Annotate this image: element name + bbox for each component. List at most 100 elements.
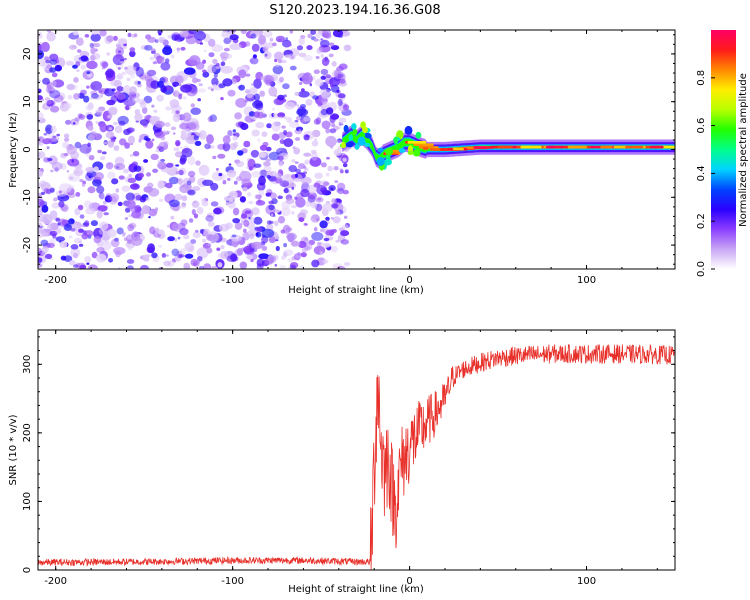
snr-ylabel: SNR (10 * v/v) <box>8 414 19 485</box>
noise-blob <box>128 245 133 251</box>
noise-blob <box>187 170 196 177</box>
noise-blob <box>139 119 149 126</box>
noise-blob <box>291 186 295 190</box>
snr-frame <box>37 329 676 571</box>
noise-blob <box>77 113 83 119</box>
noise-blob <box>265 192 272 197</box>
noise-blob <box>193 262 197 266</box>
snr-ticks: -200 -100 0 100 0 100 200 300 <box>22 330 675 587</box>
noise-blob <box>138 172 145 178</box>
noise-blob <box>283 130 288 136</box>
noise-blob <box>300 188 310 198</box>
noise-blob <box>50 105 60 113</box>
noise-blob <box>187 155 196 166</box>
colorbar-tick-label: 0.6 <box>696 118 707 134</box>
noise-blob <box>63 102 72 110</box>
noise-blob <box>117 201 123 207</box>
noise-blob <box>270 192 277 200</box>
noise-blob <box>331 203 339 209</box>
noise-blob <box>129 154 134 157</box>
noise-blob <box>174 193 183 201</box>
noise-blob <box>201 198 207 204</box>
noise-blob <box>51 88 55 92</box>
noise-blob <box>157 180 165 189</box>
noise-blob <box>247 192 252 197</box>
noise-blob <box>127 177 137 183</box>
noise-blob <box>212 155 217 160</box>
y-tick-label: 300 <box>22 355 33 374</box>
noise-blob <box>219 52 229 59</box>
noise-blob <box>85 207 96 215</box>
noise-blob <box>254 194 260 200</box>
noise-blob <box>179 157 186 165</box>
snr-plot-area <box>38 343 675 570</box>
noise-blob <box>63 223 72 231</box>
noise-blob <box>208 52 215 58</box>
noise-blob <box>301 247 308 253</box>
noise-blob <box>298 37 306 45</box>
noise-blob <box>116 92 126 100</box>
noise-blob <box>327 165 333 172</box>
noise-blob <box>90 93 99 99</box>
noise-blob <box>188 30 197 35</box>
noise-blob <box>313 182 321 188</box>
noise-blob <box>209 114 217 122</box>
noise-blob <box>207 221 215 227</box>
noise-blob <box>247 158 256 169</box>
noise-blob <box>95 109 103 116</box>
noise-blob <box>58 190 62 194</box>
noise-blob <box>175 164 180 167</box>
noise-blob <box>300 176 312 185</box>
noise-blob <box>152 168 159 173</box>
frequency-trace <box>340 121 675 171</box>
noise-blob <box>146 69 157 77</box>
noise-blob <box>250 33 257 39</box>
noise-blob <box>307 99 313 104</box>
noise-blob <box>339 169 344 174</box>
noise-blob <box>245 254 254 260</box>
y-tick-label: -10 <box>22 189 33 205</box>
noise-blob <box>58 218 67 227</box>
noise-blob <box>285 198 295 205</box>
noise-blob <box>154 120 165 128</box>
noise-blob <box>182 112 192 122</box>
noise-blob <box>116 86 124 92</box>
noise-blob <box>179 30 189 38</box>
noise-blob <box>107 114 113 119</box>
noise-blob <box>85 166 95 173</box>
noise-blob <box>124 142 130 149</box>
noise-blob <box>69 260 76 266</box>
noise-blob <box>134 151 140 157</box>
noise-blob <box>253 163 262 168</box>
noise-blob <box>133 165 142 172</box>
noise-blob <box>299 104 307 109</box>
noise-blob <box>338 63 348 70</box>
noise-blob <box>117 72 123 80</box>
noise-blob <box>182 177 193 186</box>
noise-blob <box>105 68 114 79</box>
trace-blob <box>376 156 385 166</box>
noise-blob <box>96 253 107 263</box>
noise-blob <box>122 233 125 237</box>
noise-blob <box>42 232 49 237</box>
noise-blob <box>69 235 73 239</box>
noise-blob <box>239 261 247 269</box>
noise-blob <box>283 138 294 148</box>
noise-blob <box>287 102 291 106</box>
trace-blob <box>407 150 414 156</box>
noise-blob <box>240 30 247 35</box>
noise-blob <box>281 255 287 260</box>
noise-blob <box>167 224 170 228</box>
noise-blob <box>342 163 348 168</box>
noise-blob <box>70 244 79 250</box>
noise-blob <box>255 200 266 206</box>
noise-blob <box>172 81 180 87</box>
noise-blob <box>79 264 87 269</box>
noise-blob <box>287 43 292 47</box>
noise-blob <box>99 30 107 37</box>
noise-blob <box>259 90 266 97</box>
noise-blob <box>228 163 232 166</box>
noise-blob <box>319 88 331 97</box>
noise-blob <box>251 129 260 137</box>
